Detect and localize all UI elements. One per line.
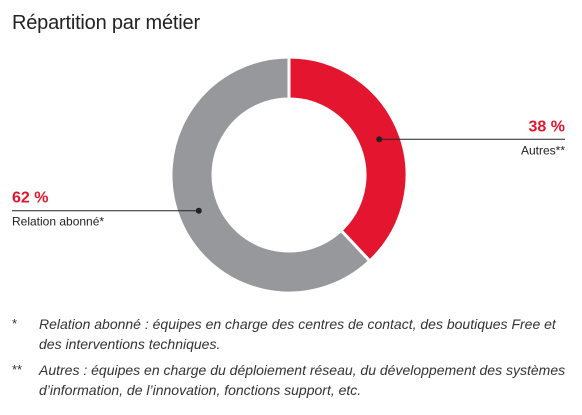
footnote-mark: ** [12, 362, 23, 377]
leader-dot-relation-abonne [195, 207, 202, 214]
footnote-relation-abonne: * Relation abonné : équipes en charge de… [12, 314, 572, 354]
slice-relation-abonne [169, 55, 372, 295]
donut-chart: 38 % Autres** 62 % Relation abonné* [12, 55, 565, 295]
category-label-autres: Autres** [521, 143, 565, 157]
chart-title: Répartition par métier [12, 12, 200, 34]
footnotes: * Relation abonné : équipes en charge de… [12, 314, 572, 406]
footnote-text: Relation abonné : équipes en charge des … [39, 316, 556, 352]
footnote-autres: ** Autres : équipes en charge du déploie… [12, 360, 572, 400]
footnote-mark: * [12, 316, 18, 331]
value-label-relation-abonne: 62 % [12, 190, 48, 207]
footnote-text: Autres : équipes en charge du déploiemen… [39, 362, 566, 398]
category-label-relation-abonne: Relation abonné* [12, 215, 104, 229]
value-label-autres: 38 % [529, 118, 565, 135]
leader-dot-autres [376, 136, 383, 143]
slice-autres [287, 55, 409, 264]
